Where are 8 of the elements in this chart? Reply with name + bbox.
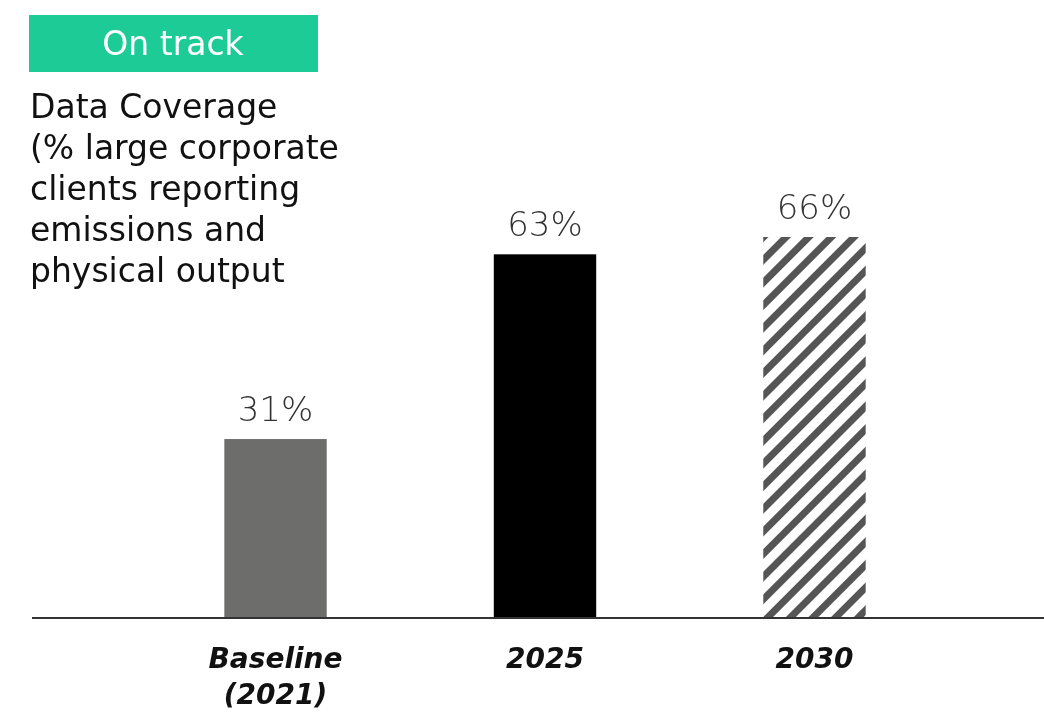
x-tick-label: 2030: [775, 642, 854, 675]
chart-title: Data Coverage (% large corporate clients reporting emissions and physical output: [30, 87, 339, 290]
x-tick-label: 2025: [506, 642, 584, 675]
text: On track: [102, 24, 245, 63]
data-label: 31%: [237, 389, 314, 430]
x-tick-label: Baseline (2021): [208, 642, 343, 711]
data-label: 63%: [507, 204, 583, 245]
data-label: 66%: [776, 187, 853, 227]
